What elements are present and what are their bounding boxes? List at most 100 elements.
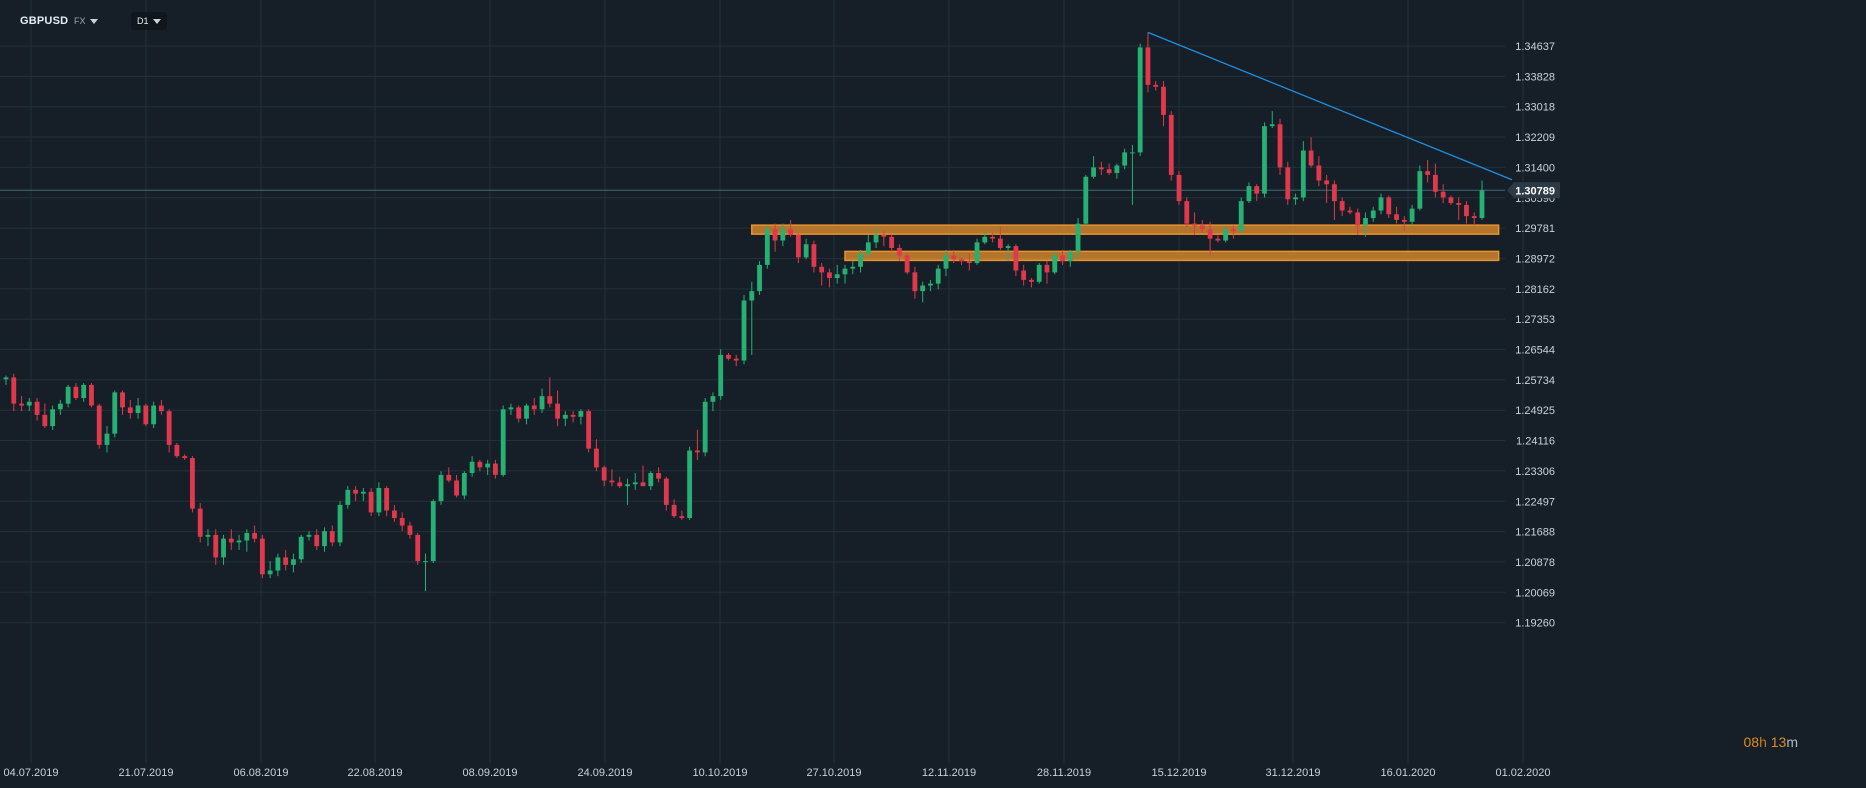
candle[interactable] xyxy=(1161,81,1166,127)
candle[interactable] xyxy=(182,454,188,460)
candle[interactable] xyxy=(454,474,459,498)
candle[interactable] xyxy=(741,294,747,365)
candle[interactable] xyxy=(632,473,638,490)
candle[interactable] xyxy=(1098,161,1104,175)
candle[interactable] xyxy=(943,249,949,277)
candle[interactable] xyxy=(819,263,825,286)
candle[interactable] xyxy=(1130,144,1135,205)
candle[interactable] xyxy=(345,486,351,509)
candle[interactable] xyxy=(337,501,343,547)
candle[interactable] xyxy=(213,529,219,565)
candle[interactable] xyxy=(508,403,514,415)
candle[interactable] xyxy=(1176,171,1182,205)
candle[interactable] xyxy=(1199,219,1205,234)
candle[interactable] xyxy=(896,244,902,262)
candle[interactable] xyxy=(1184,197,1190,228)
candle[interactable] xyxy=(780,223,786,247)
candle[interactable] xyxy=(423,553,428,592)
candle[interactable] xyxy=(889,234,895,252)
candle[interactable] xyxy=(1293,193,1298,205)
candle[interactable] xyxy=(959,257,964,265)
candle[interactable] xyxy=(1145,32,1151,93)
candle[interactable] xyxy=(656,467,661,483)
candle[interactable] xyxy=(1013,244,1019,277)
candle[interactable] xyxy=(578,409,584,425)
candle[interactable] xyxy=(679,510,685,520)
candle[interactable] xyxy=(500,405,506,477)
candle[interactable] xyxy=(1083,174,1089,226)
candle[interactable] xyxy=(120,390,125,415)
candle[interactable] xyxy=(982,231,988,245)
candle[interactable] xyxy=(865,234,871,258)
candle[interactable] xyxy=(912,266,918,299)
candle[interactable] xyxy=(1091,156,1096,179)
candle[interactable] xyxy=(694,429,700,460)
candle[interactable] xyxy=(1036,263,1042,284)
candle[interactable] xyxy=(524,403,529,425)
candle[interactable] xyxy=(73,383,79,400)
candle[interactable] xyxy=(562,411,568,427)
candle[interactable] xyxy=(151,401,157,429)
candle[interactable] xyxy=(1355,208,1361,235)
candle[interactable] xyxy=(415,533,421,565)
candle[interactable] xyxy=(757,261,762,295)
candle[interactable] xyxy=(376,482,382,517)
candle[interactable] xyxy=(1153,81,1159,91)
candle[interactable] xyxy=(127,399,133,419)
candle[interactable] xyxy=(788,219,794,237)
candle[interactable] xyxy=(329,525,335,547)
candle[interactable] xyxy=(718,349,724,400)
candle[interactable] xyxy=(1448,195,1454,205)
candle[interactable] xyxy=(539,388,545,414)
candle[interactable] xyxy=(990,233,995,243)
candle[interactable] xyxy=(1394,206,1399,224)
candle[interactable] xyxy=(586,409,592,453)
candle[interactable] xyxy=(1005,244,1011,262)
candle[interactable] xyxy=(89,383,94,408)
candle[interactable] xyxy=(446,467,452,483)
candle[interactable] xyxy=(1168,111,1174,181)
candle[interactable] xyxy=(205,529,211,547)
candle[interactable] xyxy=(11,373,17,412)
candle[interactable] xyxy=(469,456,475,477)
candle[interactable] xyxy=(1417,165,1423,211)
candle[interactable] xyxy=(1067,249,1073,267)
candle[interactable] xyxy=(555,390,560,427)
candle[interactable] xyxy=(236,534,242,550)
candle[interactable] xyxy=(687,446,693,520)
candle[interactable] xyxy=(190,456,195,513)
candle[interactable] xyxy=(803,238,809,260)
candle[interactable] xyxy=(392,504,397,522)
candle[interactable] xyxy=(493,459,498,479)
candle[interactable] xyxy=(1386,195,1392,219)
candle[interactable] xyxy=(1339,197,1345,217)
candle[interactable] xyxy=(57,399,63,415)
candle[interactable] xyxy=(1401,216,1407,232)
candle[interactable] xyxy=(50,405,56,430)
candle[interactable] xyxy=(291,553,296,573)
candle[interactable] xyxy=(306,531,312,541)
candle[interactable] xyxy=(1363,212,1368,237)
candle[interactable] xyxy=(531,398,537,415)
candle[interactable] xyxy=(1277,118,1283,175)
candle[interactable] xyxy=(1052,251,1058,275)
candle[interactable] xyxy=(104,426,110,453)
candle[interactable] xyxy=(283,549,289,571)
candle[interactable] xyxy=(1029,278,1034,288)
candle[interactable] xyxy=(601,465,607,487)
candle[interactable] xyxy=(997,227,1003,250)
candle[interactable] xyxy=(407,521,413,539)
candle[interactable] xyxy=(570,411,576,423)
candle[interactable] xyxy=(974,238,980,265)
candle[interactable] xyxy=(1060,249,1065,265)
candle[interactable] xyxy=(1479,180,1485,220)
candle[interactable] xyxy=(1285,161,1291,205)
candle[interactable] xyxy=(834,264,840,284)
candle[interactable] xyxy=(1471,212,1477,226)
candle[interactable] xyxy=(1207,221,1213,256)
candle[interactable] xyxy=(1432,163,1438,198)
candle[interactable] xyxy=(749,281,755,355)
candle[interactable] xyxy=(609,469,615,487)
candle[interactable] xyxy=(1308,137,1314,168)
candle[interactable] xyxy=(547,377,553,408)
